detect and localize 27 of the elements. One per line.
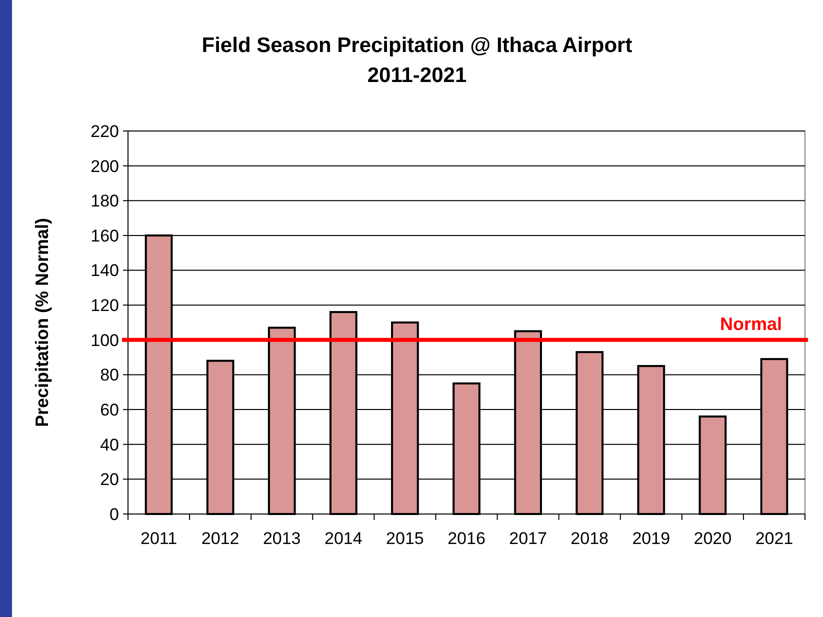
x-tick-label: 2018 bbox=[570, 529, 609, 548]
y-tick-label: 180 bbox=[90, 192, 119, 211]
x-tick-label: 2012 bbox=[201, 529, 240, 548]
y-tick-label: 80 bbox=[100, 366, 119, 385]
y-tick-label: 140 bbox=[90, 261, 119, 280]
y-tick-label: 20 bbox=[100, 470, 119, 490]
y-tick-label: 100 bbox=[90, 330, 119, 350]
chart-subtitle: 2011-2021 bbox=[367, 64, 467, 87]
x-tick-label: 2019 bbox=[632, 529, 670, 548]
x-tick-label: 2021 bbox=[755, 529, 794, 548]
x-tick-label: 2020 bbox=[694, 529, 732, 548]
x-tick-label: 2016 bbox=[448, 529, 486, 548]
y-axis-title: Precipitation (% Normal) bbox=[32, 218, 52, 428]
y-tick-label: 0 bbox=[110, 504, 119, 524]
x-tick-label: 2015 bbox=[386, 529, 424, 548]
y-tick-label: 40 bbox=[100, 435, 119, 454]
y-tick-label: 60 bbox=[100, 400, 119, 420]
x-tick-label: 2017 bbox=[509, 529, 547, 548]
x-tick-label: 2011 bbox=[140, 529, 178, 548]
chart-title: Field Season Precipitation @ Ithaca Airport bbox=[202, 34, 632, 57]
y-tick-label: 220 bbox=[90, 122, 119, 141]
y-tick-label: 200 bbox=[90, 156, 119, 176]
y-tick-label: 120 bbox=[90, 296, 119, 316]
x-tick-label: 2013 bbox=[262, 529, 301, 548]
x-tick-label: 2014 bbox=[324, 529, 362, 548]
ref-line-label: Normal bbox=[720, 314, 782, 334]
y-tick-label: 160 bbox=[90, 226, 119, 246]
